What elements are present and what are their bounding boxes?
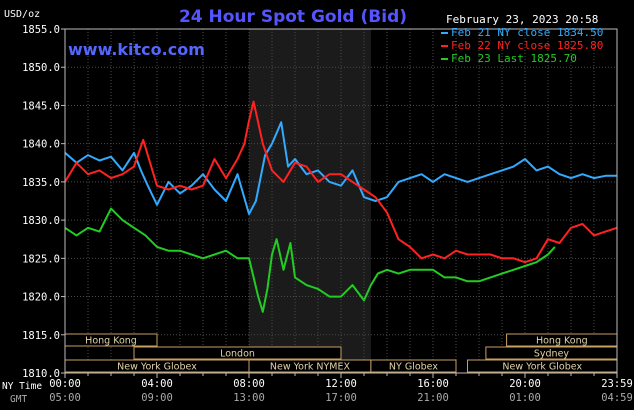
x-tick-label-ny: 00:00 — [49, 378, 81, 390]
y-tick-label: 1815.0 — [22, 330, 60, 342]
market-sessions: Hong Kong Hong Kong London Sydney New York G… — [64, 333, 618, 373]
y-tick-label: 1820.0 — [22, 292, 60, 304]
series-line-feb-22 — [64, 100, 618, 264]
y-tick-label: 1855.0 — [22, 24, 60, 36]
x-tick-label-gmt: 09:00 — [141, 392, 173, 404]
y-tick-label: 1810.0 — [22, 368, 60, 380]
y-tick-label: 1850.0 — [22, 62, 60, 74]
session-label: London — [220, 349, 255, 360]
x-tick-label-gmt: 05:00 — [49, 392, 81, 404]
y-tick-label: 1825.0 — [22, 253, 60, 265]
y-tick-label: 1830.0 — [22, 215, 60, 227]
session-box — [133, 346, 342, 360]
x-tick-label-gmt: 01:00 — [509, 392, 541, 404]
session-label: Hong Kong — [85, 336, 137, 347]
series-line-feb-23 — [64, 207, 556, 313]
legend-entry: Feb 22 NY close 1825.80 — [451, 39, 603, 52]
chart-axes: 1810.0 1815.0 1820.0 1825.0 1830.0 1835.0 1840… — [22, 24, 633, 404]
y-tick-label: 1840.0 — [22, 139, 60, 151]
watermark: www.kitco.com — [68, 40, 205, 59]
chart-title: 24 Hour Spot Gold (Bid) — [179, 7, 407, 27]
x-tick-label-ny: 12:00 — [325, 378, 357, 390]
timestamp: February 23, 2023 20:58 — [446, 13, 598, 26]
units-label: USD/oz — [4, 9, 40, 20]
session-box — [370, 359, 457, 373]
session-label: NY Globex — [389, 362, 438, 373]
nymex-highlight-band — [249, 29, 371, 373]
x-tick-label-ny: 08:00 — [233, 378, 265, 390]
x-tick-label-gmt: 04:59 — [601, 392, 633, 404]
session-label: New York Globex — [502, 362, 582, 373]
series-layer — [64, 100, 618, 313]
session-label: New York Globex — [117, 362, 197, 373]
x-tick-label-ny: 20:00 — [509, 378, 541, 390]
x-tick-label-ny: 23:59 — [601, 378, 633, 390]
x-tick-label-gmt: 17:00 — [325, 392, 357, 404]
legend-entry: Feb 23 Last 1825.70 — [451, 52, 577, 65]
x-tick-label-gmt: 13:00 — [233, 392, 265, 404]
session-label: Hong Kong — [536, 336, 588, 347]
y-tick-label: 1845.0 — [22, 100, 60, 112]
session-label: New York NYMEX — [270, 362, 351, 373]
series-line-feb-21 — [64, 121, 617, 215]
x-axis-name-ny: NY Time — [2, 381, 42, 392]
chart-grid — [65, 28, 617, 374]
y-tick-label: 1835.0 — [22, 177, 60, 189]
x-tick-label-ny: 16:00 — [417, 378, 449, 390]
session-label: Sydney — [534, 349, 570, 360]
x-tick-label-gmt: 21:00 — [417, 392, 449, 404]
x-axis-name-gmt: GMT — [10, 394, 27, 405]
legend-entry: Feb 21 NY close 1834.50 — [451, 26, 603, 39]
x-tick-label-ny: 04:00 — [141, 378, 173, 390]
